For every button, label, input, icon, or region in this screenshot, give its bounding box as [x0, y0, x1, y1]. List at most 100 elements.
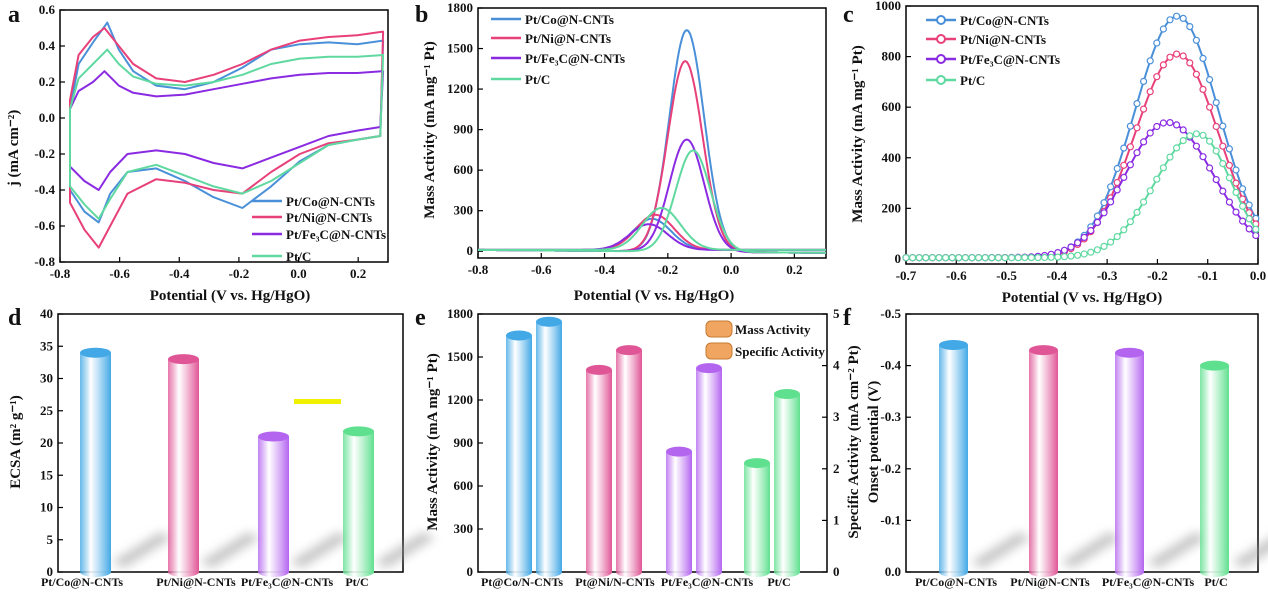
- panel-c-series-1-point: [1159, 61, 1168, 69]
- panel-c-series-0-point: [1225, 145, 1234, 153]
- panel-e-mass-bar-2: [666, 451, 692, 577]
- panel-d-bar-shadow: [290, 532, 350, 568]
- panel-c-series-3-point: [1087, 248, 1095, 256]
- panel-e-ylabel-right: Specific Activity (mA cm⁻² Pt): [846, 345, 862, 538]
- panel-c-series-2-point: [1166, 118, 1174, 127]
- panel-f-bar-shadow: [971, 532, 1031, 568]
- panel-f-ytick-label: -0.4: [880, 358, 901, 373]
- panel-label-e: e: [415, 305, 426, 331]
- panel-label-b: b: [415, 2, 428, 28]
- panel-c-series-1-point: [1186, 59, 1194, 67]
- panel-c-ytick-label: 400: [882, 150, 902, 165]
- panel-c-series-3-point: [988, 254, 996, 262]
- panel-e-right-ytick-label: 2: [833, 461, 840, 476]
- panel-e-category-label: Pt@Co/N-CNTs: [481, 575, 563, 589]
- panel-f-category-label: Pt/Fe₃C@N-CNTs: [1102, 575, 1195, 589]
- panel-c-series-2-point: [1139, 138, 1148, 146]
- panel-c-series-2-point: [1100, 209, 1108, 217]
- panel-b-legend-item-1: Pt/Ni@N-CNTs: [525, 31, 611, 46]
- panel-b-ytick-label: 1200: [447, 81, 473, 96]
- panel-f-bar-shadow: [1147, 532, 1207, 568]
- panel-f-bar-1-top: [1029, 345, 1058, 356]
- panel-e-mass-bar-3: [744, 463, 770, 577]
- panel-c-xtick-label: -0.1: [1197, 268, 1218, 283]
- panel-f-ytick-label: -0.1: [880, 512, 901, 527]
- panel-a-series-2: [69, 70, 385, 191]
- panel-d-bar-shadow: [375, 532, 435, 568]
- panel-e-ylabel-left: Mass Activity (mA mg⁻¹ Pt): [425, 353, 441, 530]
- panel-a-ytick-label: -0.4: [34, 182, 55, 197]
- panel-d-ytick-label: 25: [40, 403, 54, 418]
- panel-f-ytick-label: -0.2: [880, 461, 901, 476]
- panel-f-ylabel: Onset potential (V): [866, 381, 882, 504]
- panel-a-xtick-label: 0.2: [350, 266, 366, 281]
- panel-c-series-3-point: [974, 254, 983, 262]
- panel-c-series-3-point: [968, 254, 976, 262]
- panel-b-series-3-backward: [478, 206, 826, 251]
- panel-c-frame: [905, 5, 1259, 265]
- panel-e-specific-bar-2: [696, 368, 722, 577]
- panel-a-legend-item-1: Pt/Ni@N-CNTs: [286, 210, 372, 225]
- panel-e-right-ytick-label: 5: [833, 306, 840, 321]
- panel-c-series-3-point: [1139, 198, 1148, 206]
- panel-c-series-3-point: [1172, 144, 1181, 152]
- panel-c-series-3-point: [928, 254, 937, 262]
- panel-c-legend-marker-3: [936, 75, 946, 85]
- panel-c-series-0-point: [1139, 77, 1148, 86]
- panel-d-bar-3: [343, 431, 374, 577]
- panel-d-category-label: Pt/Co@N-CNTs: [41, 575, 123, 589]
- panel-c-series-2-point: [1252, 231, 1260, 240]
- panel-c-series-3-point: [1219, 160, 1227, 168]
- panel-c-series-1-point: [1133, 124, 1141, 132]
- panel-c-series-2-point: [1232, 208, 1240, 216]
- panel-c-xtick-label: -0.5: [996, 268, 1017, 283]
- panel-c-series-0-point: [1159, 25, 1168, 33]
- panel-e-mass-bar-0-top: [506, 330, 532, 341]
- panel-c-series-0-point: [1186, 23, 1194, 31]
- panel-c-legend-item-2: Pt/Fe₃C@N-CNTs: [960, 52, 1060, 67]
- panel-c-series-3-point: [935, 254, 943, 262]
- panel-e-specific-bar-1-top: [616, 345, 642, 356]
- panel-c-series-1-point: [1205, 103, 1214, 111]
- panel-c-series-1-point: [1219, 142, 1227, 150]
- panel-c-series-0-point: [1238, 185, 1247, 193]
- panel-d-ytick-label: 10: [40, 500, 53, 515]
- panel-c-series-2-point: [1126, 161, 1135, 169]
- panel-e-legend: Mass Activity Specific Activity: [705, 320, 825, 360]
- panel-a-legend-item-3: Pt/C: [286, 249, 311, 264]
- panel-c-xlabel: Potential (V vs. Hg/HgO): [1002, 290, 1163, 306]
- panel-e-legend-item-1: Specific Activity: [735, 344, 825, 359]
- panel-c-series-2-point: [1093, 218, 1102, 226]
- panel-c-series-3-point: [915, 254, 923, 262]
- panel-e-mass-bar-1: [586, 369, 612, 577]
- panel-c-series-0-point: [1192, 36, 1201, 44]
- panel-c-series-1-point: [1199, 85, 1207, 94]
- panel-e-specific-bar-1: [616, 350, 642, 577]
- panel-c-legend-marker-1: [936, 34, 946, 44]
- panel-a-ytick-label: -0.2: [34, 146, 55, 161]
- panel-c-series-0-point: [1179, 14, 1187, 22]
- panel-f-bar-0-top: [939, 339, 968, 350]
- panel-b-ytick-label: 600: [454, 162, 474, 177]
- panel-c-series-3-point: [902, 254, 910, 262]
- panel-e-category-label: Pt/Fe₃C@N-CNTs: [661, 575, 754, 589]
- panel-e-mass-bar-2-top: [666, 446, 692, 457]
- panel-c-series-3-point: [955, 254, 963, 262]
- panel-c-series-3-point: [1232, 188, 1240, 196]
- panel-c-ytick-label: 200: [882, 200, 902, 215]
- panel-b-ytick-label: 300: [454, 203, 474, 218]
- panel-c-series-0-point: [1120, 144, 1128, 152]
- panel-e-ytick-label: 300: [454, 521, 474, 536]
- panel-c-series-3-point: [1245, 215, 1253, 223]
- panel-b-legend-item-0: Pt/Co@N-CNTs: [525, 12, 614, 27]
- panel-c-series-0-point: [1219, 122, 1227, 130]
- panel-e-mass-bar-3-top: [744, 458, 770, 469]
- panel-c-series-3-point: [1027, 254, 1036, 262]
- panel-b-xtick-label: 0.0: [723, 262, 739, 277]
- panel-c-series-0-point: [1153, 39, 1161, 47]
- panel-e-specific-bar-3-top: [774, 388, 800, 399]
- panel-c-series-1-point: [1232, 179, 1240, 187]
- panel-e-mass-bar-0: [506, 335, 532, 577]
- panel-c-series-2-point: [1205, 164, 1214, 172]
